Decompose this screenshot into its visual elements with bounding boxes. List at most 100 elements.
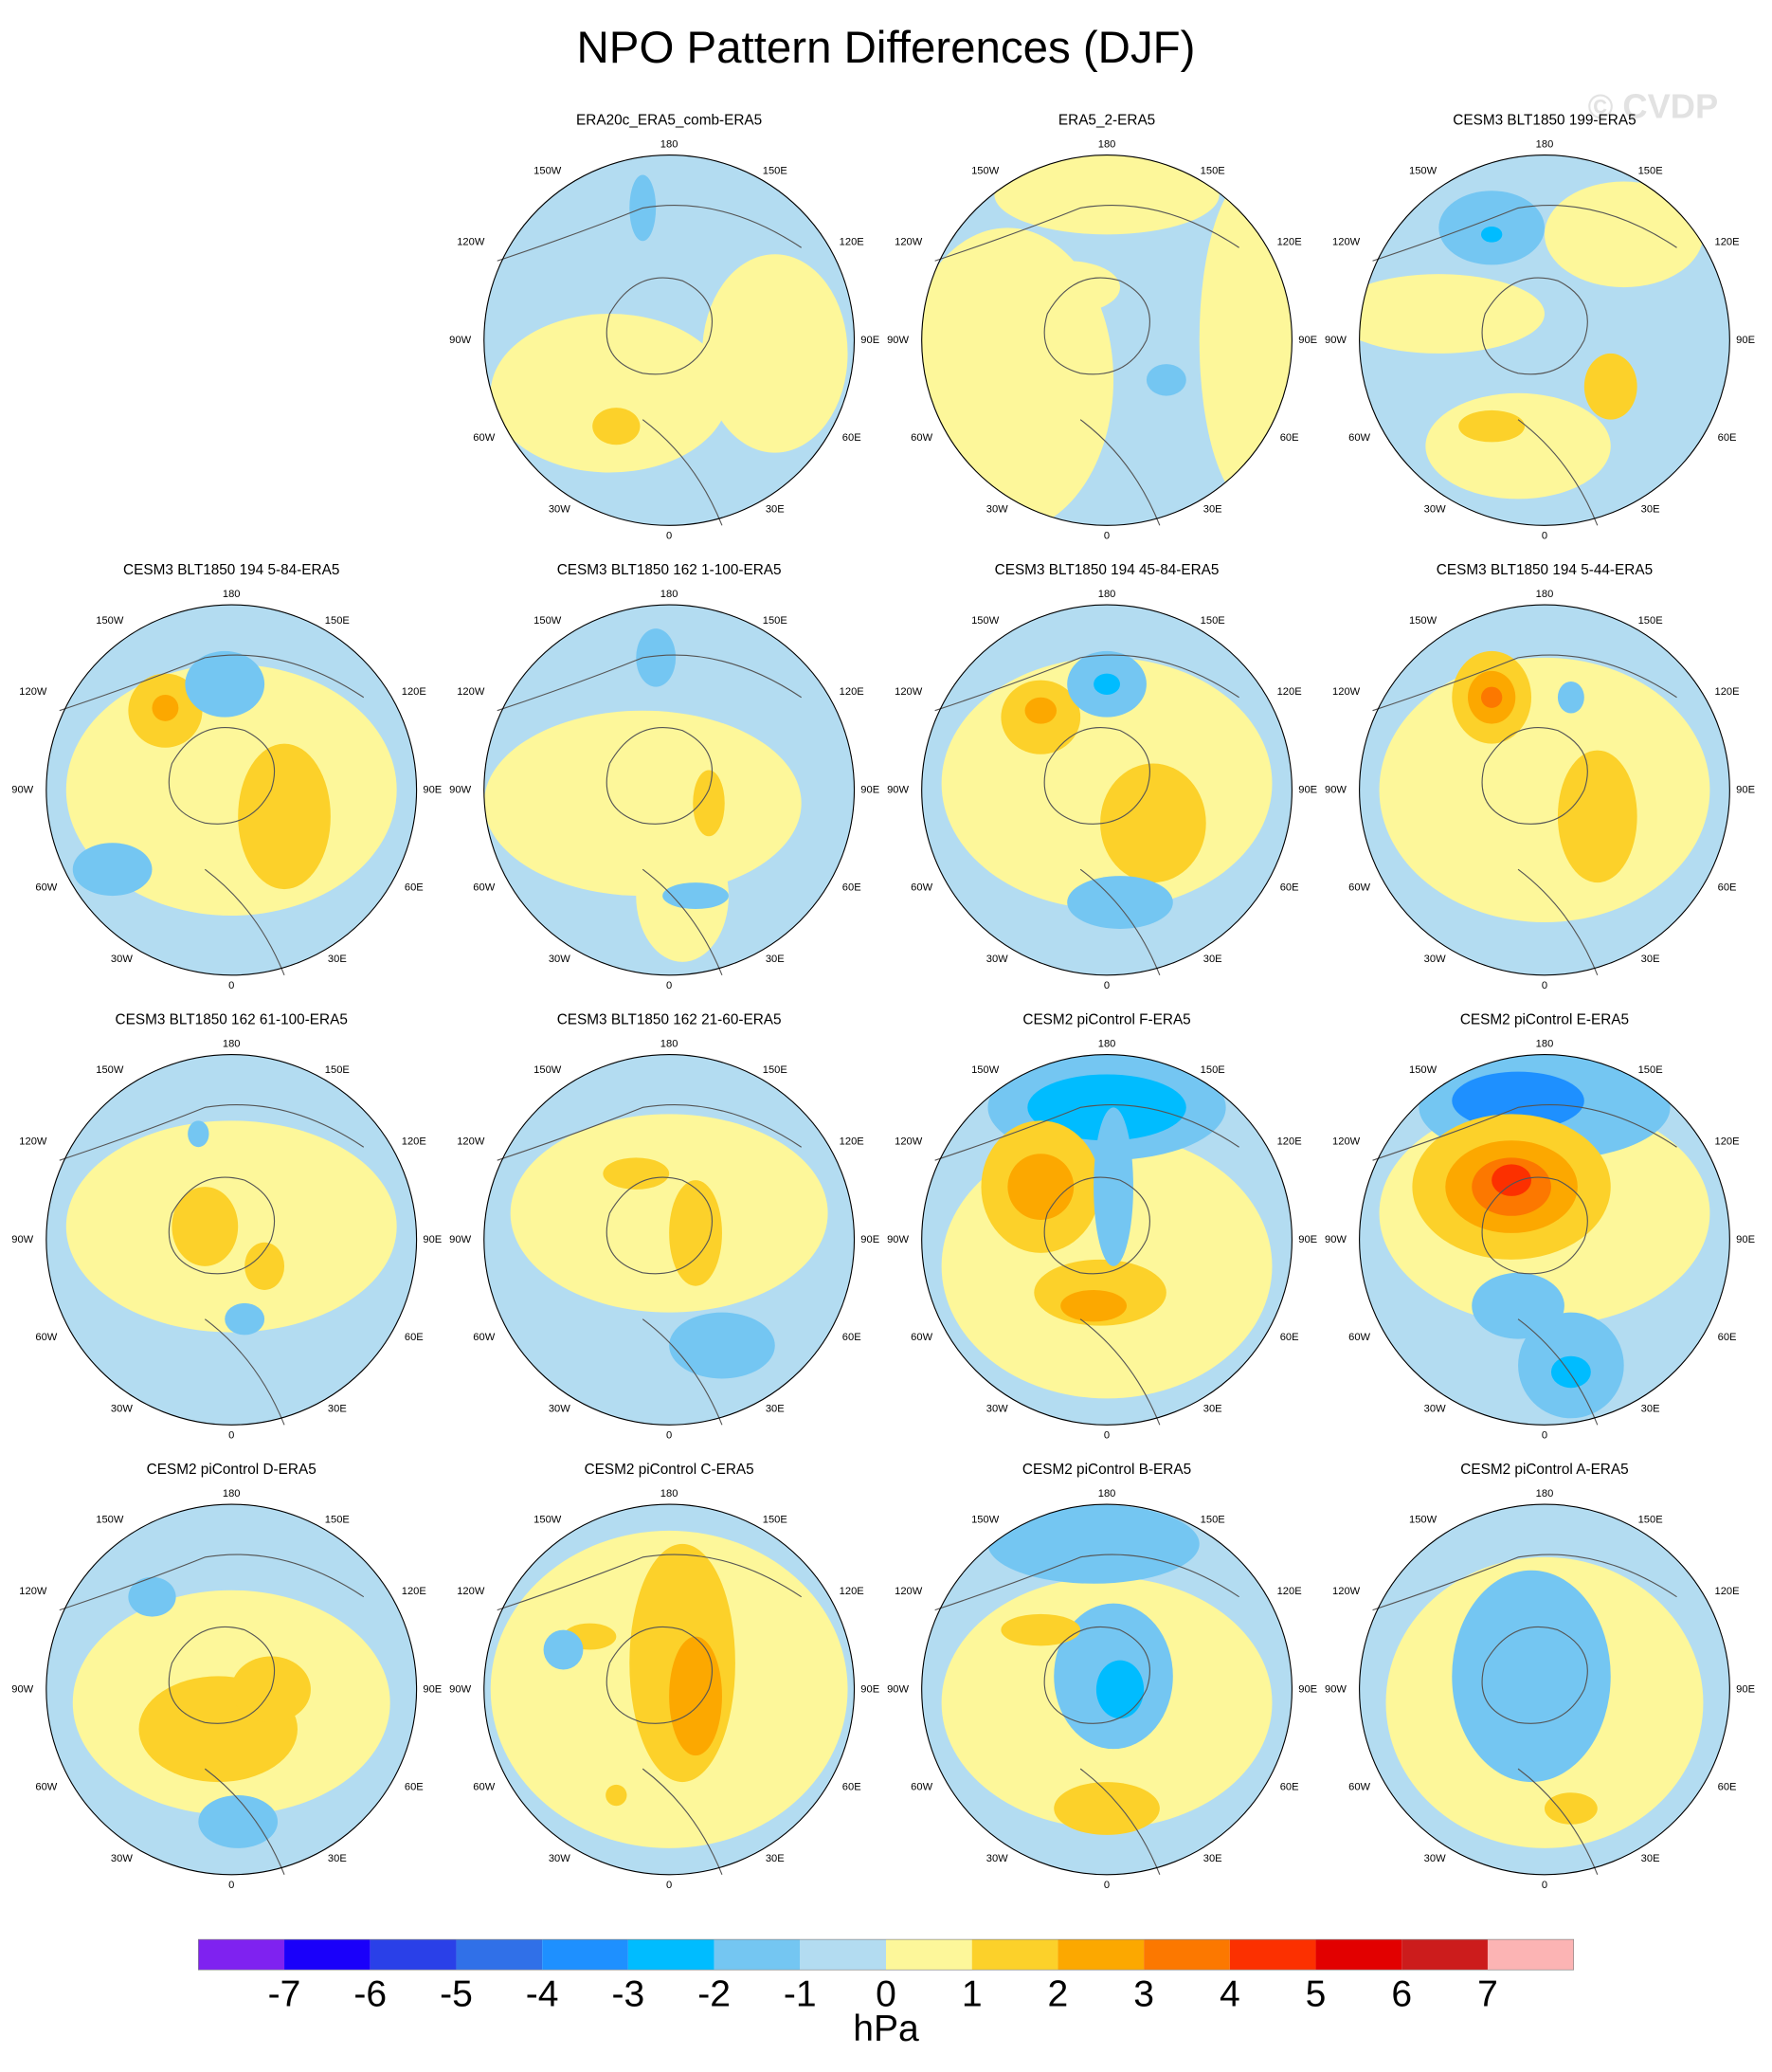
longitude-label: 120W (895, 1586, 923, 1597)
longitude-label: 60W (911, 882, 932, 894)
colorbar-box (1058, 1939, 1145, 1971)
panel-title: CESM2 piControl B-ERA5 (1022, 1462, 1191, 1478)
map-shading (941, 1504, 1273, 1835)
shaded-region (669, 1180, 722, 1286)
longitude-label: 120W (19, 686, 47, 698)
shaded-region (1379, 657, 1710, 922)
shaded-region (1544, 1792, 1598, 1825)
longitude-label: 30W (549, 1403, 570, 1414)
longitude-label: 150E (1638, 165, 1663, 176)
shaded-region (1544, 181, 1704, 288)
longitude-label: 180 (223, 1488, 241, 1499)
longitude-label: 30E (328, 954, 347, 965)
longitude-label: 150E (325, 1064, 350, 1076)
colorbar-tick-label: -5 (440, 1973, 473, 2014)
map-border (1359, 1503, 1730, 1876)
panel-title: CESM3 BLT1850 199-ERA5 (1453, 112, 1636, 128)
shaded-region (490, 314, 729, 473)
panel-title: CESM3 BLT1850 194 45-84-ERA5 (995, 562, 1220, 578)
colorbar-tick-label: 6 (1391, 1973, 1412, 2014)
map-border (1359, 154, 1730, 526)
colorbar-tick-label: 4 (1220, 1973, 1240, 2014)
longitude-label: 90W (449, 1234, 471, 1245)
map-panel: CESM2 piControl C-ERA5 180 150W 150E 120W 120… (449, 1462, 879, 1891)
coastline (934, 654, 1239, 976)
longitude-label: 60E (1280, 882, 1299, 894)
coastline (1372, 1104, 1677, 1426)
colorbar-box (370, 1939, 457, 1971)
longitude-label: 120E (402, 686, 426, 698)
map-border (921, 1053, 1293, 1426)
longitude-label: 90E (1298, 335, 1317, 346)
longitude-label: 30E (328, 1853, 347, 1864)
shaded-region (1557, 682, 1584, 714)
colorbar-box (886, 1939, 972, 1971)
longitude-label: 60W (35, 882, 57, 894)
longitude-label: 120E (1715, 1586, 1740, 1597)
shaded-region (1067, 876, 1173, 929)
longitude-label: 120E (1277, 686, 1302, 698)
longitude-label: 120W (1332, 237, 1361, 248)
panel-title: CESM3 BLT1850 162 1-100-ERA5 (557, 562, 782, 578)
longitude-label: 30W (986, 1403, 1008, 1414)
shaded-region (483, 710, 802, 897)
panel-title: ERA5_2-ERA5 (1058, 112, 1155, 128)
shaded-region (1094, 1107, 1133, 1266)
longitude-label: 60W (911, 1332, 932, 1343)
longitude-label: 120W (457, 686, 485, 698)
longitude-label: 30E (766, 504, 785, 516)
map-shading (941, 1054, 1273, 1399)
longitude-label: 60E (405, 1782, 424, 1793)
map-border (1359, 604, 1730, 976)
longitude-label: 120E (402, 1136, 426, 1148)
longitude-label: 60E (842, 1782, 861, 1793)
longitude-label: 60E (842, 882, 861, 894)
colorbar-tick-label: 5 (1306, 1973, 1327, 2014)
longitude-label: 120W (19, 1136, 47, 1148)
longitude-label: 180 (1536, 1038, 1554, 1049)
longitude-label: 150W (533, 1515, 562, 1526)
longitude-label: 150E (325, 1515, 350, 1526)
longitude-label: 150W (96, 615, 124, 627)
shaded-region (72, 843, 153, 897)
longitude-label: 90W (887, 1683, 909, 1695)
coastline (59, 654, 365, 976)
longitude-label: 150W (1409, 1064, 1437, 1076)
longitude-label: 30W (111, 954, 133, 965)
coastline (497, 1104, 802, 1426)
shaded-region (1458, 409, 1526, 443)
longitude-label: 120E (1277, 1586, 1302, 1597)
shaded-region (1095, 1660, 1145, 1719)
colorbar-box (542, 1939, 628, 1971)
shaded-region (1094, 673, 1121, 695)
longitude-label: 150W (971, 1064, 1000, 1076)
longitude-label: 90E (860, 1234, 879, 1245)
longitude-label: 0 (1104, 980, 1110, 991)
map-shading (1385, 1556, 1704, 1848)
shaded-region (702, 254, 848, 453)
longitude-label: 30W (1424, 954, 1446, 965)
longitude-label: 60W (1348, 882, 1370, 894)
longitude-label: 60W (911, 1782, 932, 1793)
map-shading (510, 1114, 828, 1379)
longitude-label: 150W (1409, 165, 1437, 176)
panel-title: CESM2 piControl D-ERA5 (147, 1462, 316, 1478)
longitude-label: 150W (971, 1515, 1000, 1526)
shaded-region (592, 408, 641, 445)
longitude-label: 180 (660, 138, 678, 150)
longitude-label: 30W (986, 954, 1008, 965)
longitude-label: 150E (325, 615, 350, 627)
panel-title: ERA20c_ERA5_comb-ERA5 (576, 112, 762, 128)
longitude-label: 30E (1203, 504, 1222, 516)
longitude-label: 60W (1348, 1332, 1370, 1343)
shaded-region (1027, 1074, 1186, 1141)
shaded-region (1146, 364, 1186, 396)
longitude-label: 150W (1409, 615, 1437, 627)
map-panel: ERA5_2-ERA5 180 150W 150E 120W 120E 90W 90E 60W 6… (887, 112, 1317, 541)
colorbar-tick-label: 2 (1048, 1973, 1069, 2014)
longitude-label: 150E (1638, 1515, 1663, 1526)
map-border (921, 604, 1293, 976)
shaded-region (1480, 686, 1503, 708)
map-panel: CESM3 BLT1850 194 45-84-ERA5 180 150W 150E 1… (887, 562, 1317, 991)
longitude-label: 60W (911, 432, 932, 444)
